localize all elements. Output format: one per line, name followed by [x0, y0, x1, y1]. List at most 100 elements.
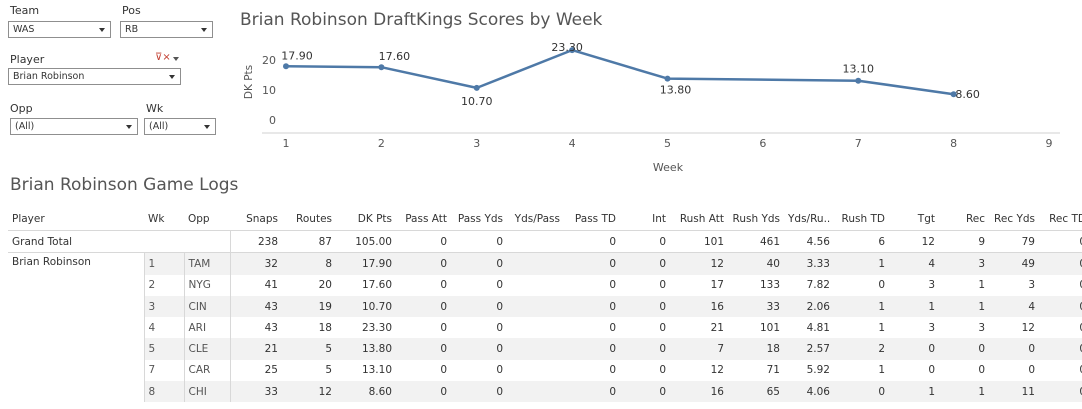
week-cell: 8: [143, 381, 184, 403]
table-cell: 0: [396, 338, 451, 360]
table-cell: 17: [710, 279, 724, 292]
y-axis-label: DK Pts: [243, 65, 255, 99]
table-row: Brian Robinson 1 TAM 32 8 17.90 0 0 0 0 12 40 3.33 1 4…: [8, 252, 1082, 275]
table-cell: 3: [978, 321, 985, 334]
column-header[interactable]: Pass TD: [564, 208, 620, 231]
team-dropdown[interactable]: WAS: [8, 21, 111, 38]
column-header[interactable]: Snaps: [230, 208, 282, 231]
chevron-down-icon: [204, 125, 210, 129]
table-cell: 0: [978, 364, 985, 377]
data-point[interactable]: [283, 63, 289, 70]
table-cell: 0: [1039, 360, 1082, 381]
table-cell: 0: [620, 338, 670, 360]
data-label: 23.30: [551, 41, 583, 54]
table-cell: 0: [396, 230, 451, 254]
table-cell: 1: [889, 381, 939, 403]
column-header[interactable]: Pass Att: [396, 208, 451, 231]
player-cell: Brian Robinson: [12, 256, 91, 269]
table-cell: 0: [609, 364, 616, 377]
week-cell: 5: [143, 338, 184, 360]
opp-dropdown[interactable]: (All): [10, 118, 138, 135]
table-cell: 1: [878, 321, 885, 334]
wk-label: Wk: [146, 102, 164, 115]
column-header[interactable]: Rec: [939, 208, 989, 231]
table-cell: 133: [759, 279, 780, 292]
table-cell: 21: [229, 338, 282, 360]
table-cell: 41: [229, 274, 282, 296]
chevron-down-icon: [99, 28, 105, 32]
player-label: Player: [10, 53, 45, 66]
table-cell: 0: [989, 338, 1039, 360]
table-cell: 0: [1039, 317, 1082, 338]
data-label: 10.70: [461, 95, 493, 108]
table-cell: 0: [451, 295, 507, 318]
table-cell: 0: [659, 364, 666, 377]
data-point[interactable]: [950, 91, 957, 98]
table-cell: [507, 275, 564, 296]
table-cell: 1: [939, 295, 989, 318]
data-point[interactable]: [664, 75, 671, 82]
table-cell: 12: [670, 252, 728, 275]
column-header[interactable]: Player: [8, 208, 144, 231]
column-header[interactable]: Yds/Pass: [507, 208, 564, 231]
table-cell: 0: [564, 252, 620, 275]
player-dropdown[interactable]: Brian Robinson: [8, 68, 181, 85]
column-header[interactable]: DK Pts: [336, 208, 396, 231]
x-tick-label: 8: [950, 137, 957, 150]
column-header[interactable]: Yds/Ru..: [784, 208, 834, 231]
opp-cell: NYG: [183, 274, 230, 296]
table-cell: 8: [282, 252, 336, 275]
data-point[interactable]: [473, 84, 480, 91]
table-cell: 0: [659, 279, 666, 292]
table-cell: 18: [728, 338, 784, 360]
chart-title: Brian Robinson DraftKings Scores by Week: [240, 10, 603, 30]
column-header[interactable]: Rush Yds: [728, 208, 784, 231]
table-cell: 1: [834, 295, 889, 318]
pos-value: RB: [125, 24, 139, 35]
column-header[interactable]: Wk: [144, 208, 184, 231]
table-cell: 17.90: [336, 252, 396, 275]
column-header[interactable]: Rush Att: [670, 208, 728, 231]
column-header[interactable]: Opp: [184, 208, 230, 231]
table-cell: 4.81: [806, 321, 830, 334]
team-label: Team: [10, 4, 40, 17]
table-cell: 0: [620, 230, 670, 254]
column-header[interactable]: Routes: [282, 208, 336, 231]
table-cell: [507, 338, 564, 360]
column-header[interactable]: Rec Yds: [989, 208, 1039, 231]
x-tick-label: 6: [759, 137, 766, 150]
opp-cell: CAR: [183, 359, 230, 382]
wk-dropdown[interactable]: (All): [144, 118, 216, 135]
pos-label: Pos: [122, 4, 141, 17]
table-cell: 13.10: [361, 364, 392, 377]
y-tick-label: 0: [269, 114, 276, 127]
table-cell: 13.80: [336, 338, 396, 360]
table-cell: [507, 230, 564, 254]
data-point[interactable]: [378, 64, 385, 71]
x-tick-label: 5: [664, 137, 671, 150]
column-header[interactable]: Rush TD: [834, 208, 889, 231]
x-tick-label: 4: [569, 137, 576, 150]
column-header[interactable]: Tgt: [889, 208, 939, 231]
table-cell: 0: [1028, 364, 1035, 377]
data-point[interactable]: [855, 77, 862, 84]
opp-cell: TAM: [183, 252, 230, 275]
column-header[interactable]: Rec TD: [1039, 208, 1082, 231]
week-cell: 4: [143, 317, 184, 339]
opp-cell: ARI: [183, 317, 230, 339]
filter-menu-icon[interactable]: [173, 57, 179, 61]
table-cell: 10.70: [336, 295, 396, 318]
data-point[interactable]: [569, 47, 576, 54]
table-cell: 7.82: [806, 279, 830, 292]
table-cell: 1: [834, 252, 889, 275]
column-header[interactable]: Pass Yds: [451, 208, 507, 231]
clear-filter-icon[interactable]: ⊽×: [155, 52, 171, 63]
table-cell: 0: [496, 279, 503, 292]
week-cell: 1: [143, 252, 184, 275]
table-cell: 12: [889, 230, 939, 254]
column-header[interactable]: Int: [620, 208, 670, 231]
pos-dropdown[interactable]: RB: [120, 21, 213, 38]
